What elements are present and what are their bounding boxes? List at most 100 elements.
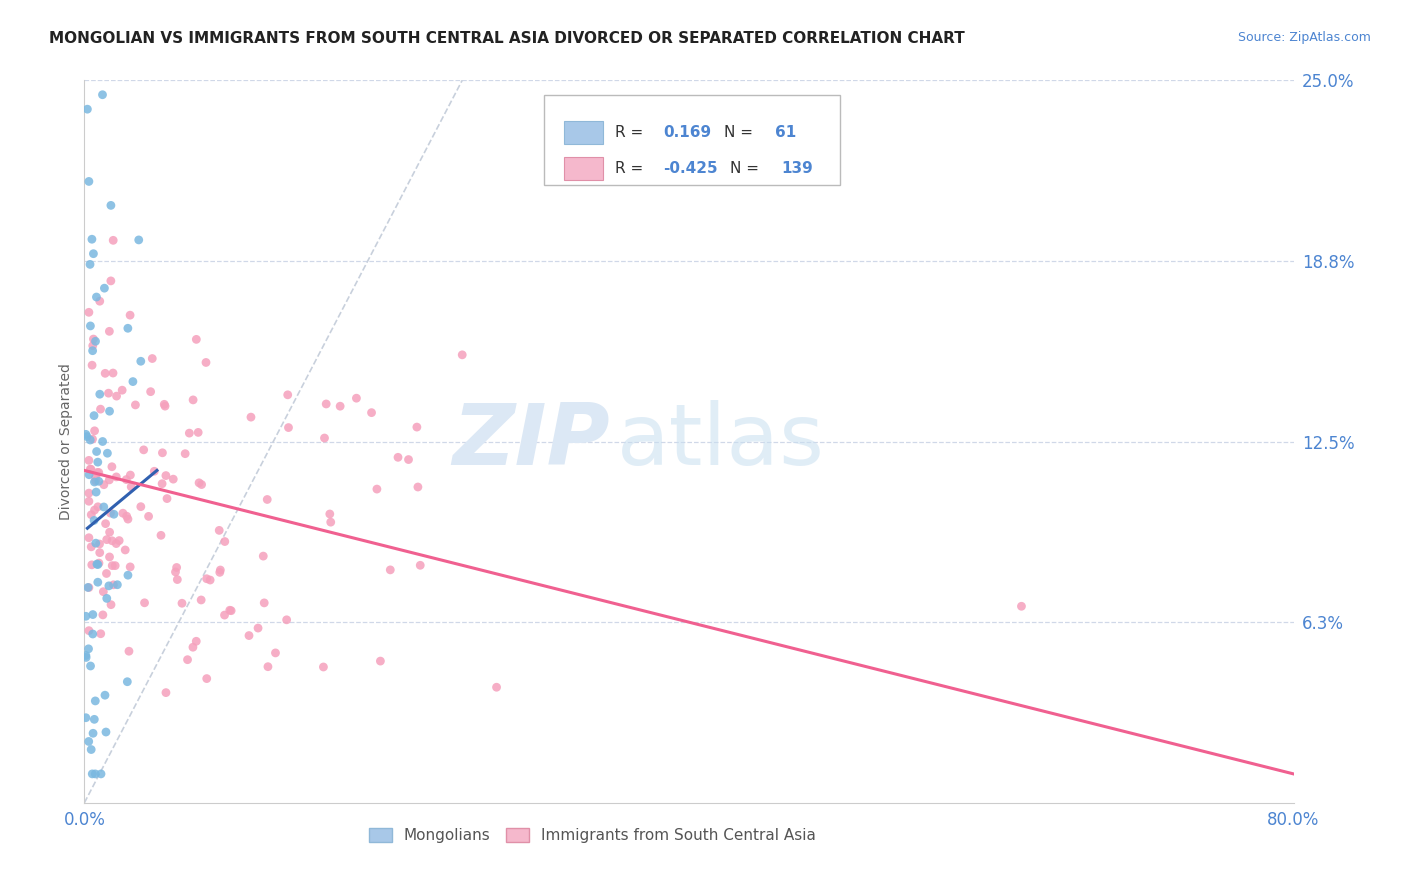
Point <box>124 398 146 412</box>
Point <box>82 358 104 372</box>
Point <box>90 767 112 781</box>
Point <box>118 644 141 658</box>
Point <box>120 468 142 483</box>
Point <box>79 257 101 271</box>
Point <box>315 397 337 411</box>
Point <box>115 473 138 487</box>
Point <box>93 500 115 514</box>
Point <box>98 404 121 418</box>
Point <box>155 685 177 699</box>
Point <box>105 578 128 592</box>
Point <box>170 596 193 610</box>
Point <box>77 305 100 319</box>
Text: R =: R = <box>616 161 648 176</box>
Point <box>89 546 111 560</box>
Point <box>79 433 101 447</box>
Point <box>195 355 218 369</box>
Point <box>366 482 388 496</box>
Point <box>77 624 100 638</box>
Point <box>101 459 124 474</box>
Point <box>84 334 107 349</box>
Point <box>80 232 103 246</box>
Point <box>238 629 260 643</box>
Point <box>82 607 104 622</box>
Point <box>277 420 299 434</box>
Point <box>89 294 111 309</box>
Point <box>83 712 105 726</box>
Point <box>103 233 125 247</box>
Point <box>87 500 110 514</box>
Point <box>87 575 110 590</box>
Point <box>276 613 298 627</box>
Point <box>101 366 124 380</box>
Point <box>219 604 242 618</box>
Text: R =: R = <box>616 125 648 140</box>
Point <box>188 475 211 490</box>
Point <box>84 694 107 708</box>
Point <box>75 711 97 725</box>
Point <box>398 452 420 467</box>
Point <box>165 565 187 579</box>
Point <box>100 274 122 288</box>
Point <box>176 653 198 667</box>
Point <box>138 509 160 524</box>
Point <box>96 446 118 460</box>
Point <box>312 660 335 674</box>
Point <box>79 659 101 673</box>
Point <box>82 432 104 446</box>
Point <box>214 534 236 549</box>
Text: N =: N = <box>724 125 758 140</box>
Point <box>84 536 107 550</box>
Point <box>370 654 392 668</box>
Text: 0.169: 0.169 <box>664 125 711 140</box>
Point <box>87 475 110 489</box>
Point <box>77 581 100 595</box>
Point <box>94 725 117 739</box>
Point <box>329 399 352 413</box>
Text: N =: N = <box>730 161 763 176</box>
Point <box>91 607 114 622</box>
Text: ZIP: ZIP <box>453 400 610 483</box>
Point <box>187 425 209 440</box>
Point <box>181 640 204 655</box>
Point <box>76 102 98 116</box>
Point <box>195 572 218 586</box>
Point <box>101 558 124 573</box>
Point <box>77 174 100 188</box>
Point <box>214 608 236 623</box>
Point <box>82 726 104 740</box>
Point <box>77 734 100 748</box>
Point <box>186 332 208 346</box>
Point <box>239 410 262 425</box>
Point <box>256 492 278 507</box>
Point <box>195 672 218 686</box>
Point <box>89 387 111 401</box>
Point <box>166 560 188 574</box>
Text: MONGOLIAN VS IMMIGRANTS FROM SOUTH CENTRAL ASIA DIVORCED OR SEPARATED CORRELATIO: MONGOLIAN VS IMMIGRANTS FROM SOUTH CENTR… <box>49 31 965 46</box>
Point <box>134 596 156 610</box>
Point <box>406 480 429 494</box>
Point <box>75 648 97 663</box>
Point <box>87 558 110 572</box>
Point <box>83 503 105 517</box>
Point <box>93 584 115 599</box>
Point <box>83 475 105 489</box>
Point <box>94 367 117 381</box>
Point <box>1011 599 1033 614</box>
Point <box>82 332 104 346</box>
Point <box>150 476 173 491</box>
Point <box>98 549 121 564</box>
Point <box>314 431 336 445</box>
Point <box>108 533 131 548</box>
Point <box>82 246 104 260</box>
Point <box>86 290 108 304</box>
Point <box>80 742 103 756</box>
Point <box>150 528 173 542</box>
Point <box>105 389 128 403</box>
Point <box>319 515 342 529</box>
Point <box>346 391 368 405</box>
Point <box>105 470 128 484</box>
Point <box>128 233 150 247</box>
Point <box>100 598 122 612</box>
Point <box>406 420 429 434</box>
